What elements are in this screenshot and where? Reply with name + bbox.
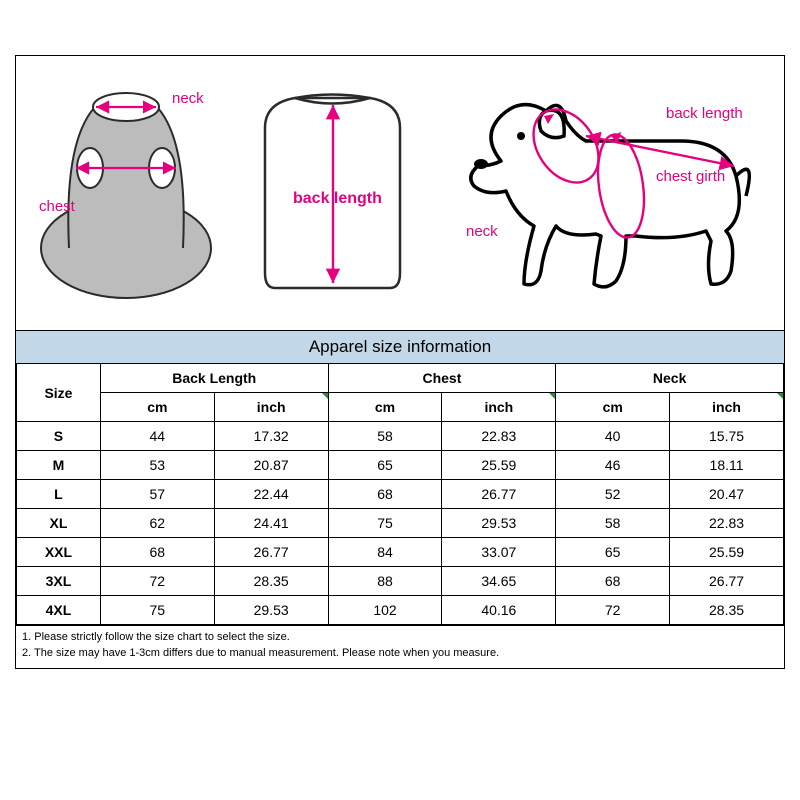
cell: 4XL xyxy=(17,596,101,625)
cell: 25.59 xyxy=(442,451,556,480)
cell: S xyxy=(17,422,101,451)
table-row: XXL6826.778433.076525.59 xyxy=(17,538,784,567)
col-neck: Neck xyxy=(556,364,784,393)
back-length-label: back length xyxy=(293,190,382,207)
cell: 53 xyxy=(100,451,214,480)
cell: 68 xyxy=(556,567,670,596)
cell: 72 xyxy=(100,567,214,596)
cell: 18.11 xyxy=(670,451,784,480)
cell: L xyxy=(17,480,101,509)
cell: 22.83 xyxy=(670,509,784,538)
cell: 26.77 xyxy=(442,480,556,509)
cell: 28.35 xyxy=(214,567,328,596)
col-chest: Chest xyxy=(328,364,556,393)
table-row: XL6224.417529.535822.83 xyxy=(17,509,784,538)
backlength-diagram: back length xyxy=(245,73,420,313)
col-size: Size xyxy=(17,364,101,422)
dog-back-label: back length xyxy=(666,105,743,122)
cell: 26.77 xyxy=(670,567,784,596)
note-2: 2. The size may have 1-3cm differs due t… xyxy=(22,646,778,662)
cell: XXL xyxy=(17,538,101,567)
cell: 84 xyxy=(328,538,442,567)
size-chart-card: neck chest b xyxy=(15,55,785,669)
cell: 29.53 xyxy=(214,596,328,625)
table-row: L5722.446826.775220.47 xyxy=(17,480,784,509)
cell: XL xyxy=(17,509,101,538)
cell: 57 xyxy=(100,480,214,509)
vest-chest-label: chest xyxy=(39,198,76,215)
cell: 65 xyxy=(328,451,442,480)
cell: 52 xyxy=(556,480,670,509)
cell: 26.77 xyxy=(214,538,328,567)
cell: 75 xyxy=(100,596,214,625)
cell: 3XL xyxy=(17,567,101,596)
cell: 17.32 xyxy=(214,422,328,451)
notes: 1. Please strictly follow the size chart… xyxy=(16,625,784,668)
cell: 15.75 xyxy=(670,422,784,451)
table-row: M5320.876525.594618.11 xyxy=(17,451,784,480)
cell: 20.87 xyxy=(214,451,328,480)
cell: 22.83 xyxy=(442,422,556,451)
col-back: Back Length xyxy=(100,364,328,393)
cell: 46 xyxy=(556,451,670,480)
dog-chest-label: chest girth xyxy=(656,168,725,185)
cell: 72 xyxy=(556,596,670,625)
cell: 44 xyxy=(100,422,214,451)
vest-neck-label: neck xyxy=(172,90,204,107)
cell: 68 xyxy=(328,480,442,509)
cell: 102 xyxy=(328,596,442,625)
cell: 40 xyxy=(556,422,670,451)
cell: 24.41 xyxy=(214,509,328,538)
cell: 58 xyxy=(556,509,670,538)
cell: 68 xyxy=(100,538,214,567)
table-title: Apparel size information xyxy=(16,331,784,364)
cell: 20.47 xyxy=(670,480,784,509)
cell: M xyxy=(17,451,101,480)
cell: 65 xyxy=(556,538,670,567)
cell: 88 xyxy=(328,567,442,596)
note-1: 1. Please strictly follow the size chart… xyxy=(22,630,778,646)
cell: 22.44 xyxy=(214,480,328,509)
cell: 75 xyxy=(328,509,442,538)
table-row: S4417.325822.834015.75 xyxy=(17,422,784,451)
cell: 34.65 xyxy=(442,567,556,596)
cell: 58 xyxy=(328,422,442,451)
cell: 29.53 xyxy=(442,509,556,538)
cell: 28.35 xyxy=(670,596,784,625)
size-table: Size Back Length Chest Neck cm inch cm i… xyxy=(16,364,784,625)
vest-diagram: neck chest xyxy=(34,73,219,313)
cell: 62 xyxy=(100,509,214,538)
dog-diagram: neck back length chest girth xyxy=(446,66,766,321)
diagram-row: neck chest b xyxy=(16,56,784,331)
table-row: 4XL7529.5310240.167228.35 xyxy=(17,596,784,625)
cell: 25.59 xyxy=(670,538,784,567)
unit-row: cm inch cm inch cm inch xyxy=(17,393,784,422)
cell: 33.07 xyxy=(442,538,556,567)
dog-neck-label: neck xyxy=(466,223,498,240)
cell: 40.16 xyxy=(442,596,556,625)
table-row: 3XL7228.358834.656826.77 xyxy=(17,567,784,596)
